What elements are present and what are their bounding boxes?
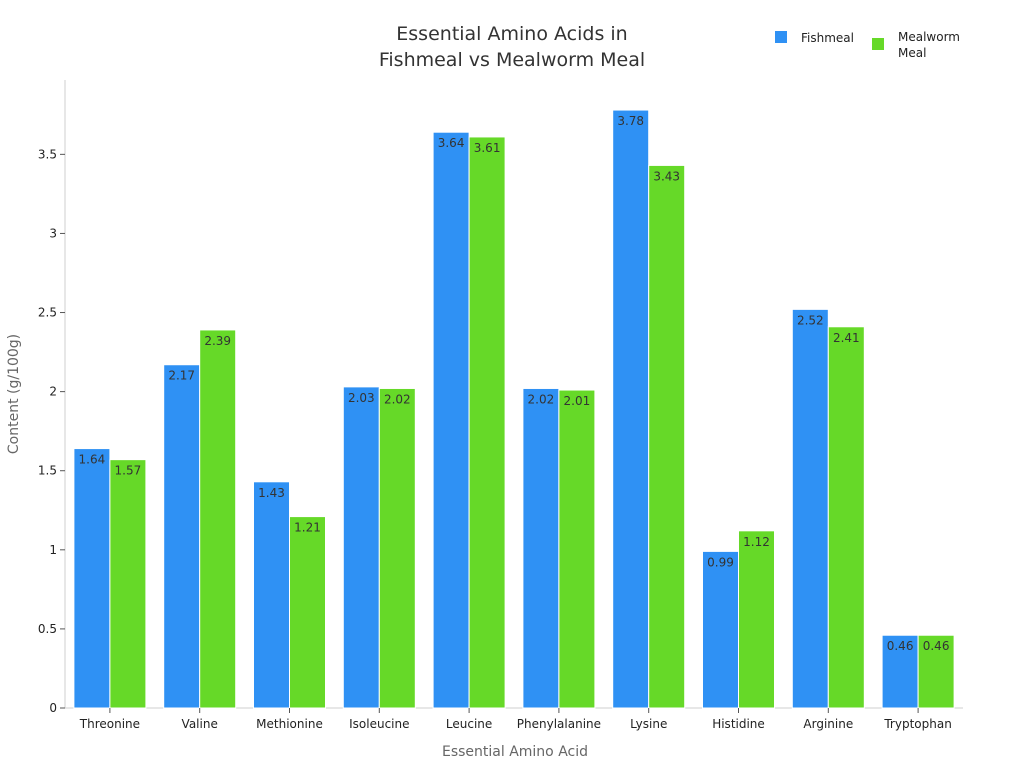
y-tick-label: 0.5	[38, 622, 57, 636]
x-tick-label: Isoleucine	[349, 717, 409, 731]
x-tick-label: Histidine	[712, 717, 765, 731]
x-tick-label: Valine	[182, 717, 218, 731]
bar-value-label: 2.02	[384, 392, 411, 406]
bar-phenylalanine-mealworm-meal	[558, 389, 596, 709]
bar-value-label: 1.57	[115, 464, 142, 478]
bar-value-label: 2.41	[833, 331, 860, 345]
bar-value-label: 2.52	[797, 313, 824, 327]
bar-valine-mealworm-meal	[199, 329, 237, 709]
x-tick-label: Arginine	[803, 717, 853, 731]
bar-tryptophan-mealworm-meal	[917, 634, 955, 709]
legend-swatch-fishmeal	[775, 31, 787, 43]
bar-threonine-fishmeal	[73, 448, 111, 709]
y-tick-label: 3.5	[38, 147, 57, 161]
legend-label-mealworm-line-1: Mealworm	[898, 30, 960, 44]
x-tick-label: Lysine	[630, 717, 667, 731]
bar-value-label: 2.03	[348, 391, 375, 405]
legend-label-fishmeal: Fishmeal	[801, 31, 854, 45]
y-tick-label: 2	[49, 385, 57, 399]
bar-valine-fishmeal	[163, 364, 201, 709]
bar-value-label: 2.17	[168, 369, 195, 383]
bar-isoleucine-mealworm-meal	[378, 387, 416, 709]
bar-value-label: 3.64	[438, 136, 465, 150]
bar-methionine-mealworm-meal	[289, 516, 326, 709]
x-tick-label: Methionine	[256, 717, 323, 731]
x-tick-label: Leucine	[446, 717, 492, 731]
bar-value-label: 2.02	[528, 392, 555, 406]
bar-phenylalanine-fishmeal	[522, 387, 560, 709]
plot-area: 0 0.5 1 1.5 2 2.5 3 3.5 1.64 1.57 Threonine 2.17 2.3…	[38, 80, 963, 731]
bar-arginine-mealworm-meal	[827, 326, 865, 709]
bar-value-label: 1.12	[743, 535, 770, 549]
chart-title: Essential Amino Acids in Fishmeal vs Mea…	[379, 23, 645, 71]
bar-value-label: 1.64	[79, 453, 106, 467]
x-tick-label: Phenylalanine	[517, 717, 601, 731]
bar-value-label: 0.46	[923, 639, 950, 653]
bar-lysine-fishmeal	[612, 109, 650, 709]
y-tick-label: 1	[49, 543, 57, 557]
bar-lysine-mealworm-meal	[648, 164, 686, 709]
bar-value-label: 1.43	[258, 486, 285, 500]
bar-value-label: 0.99	[707, 555, 734, 569]
x-tick-label: Threonine	[79, 717, 140, 731]
bar-leucine-mealworm-meal	[468, 136, 506, 709]
bar-leucine-fishmeal	[432, 131, 470, 709]
legend-label-mealworm-line-2: Meal	[898, 46, 926, 60]
bar-value-label: 2.01	[564, 394, 591, 408]
bar-value-label: 2.39	[204, 334, 231, 348]
bar-value-label: 3.78	[617, 114, 644, 128]
bar-isoleucine-fishmeal	[342, 386, 380, 709]
y-tick-label: 2.5	[38, 306, 57, 320]
bar-value-label: 3.61	[474, 141, 501, 155]
x-axis-title: Essential Amino Acid	[442, 744, 588, 760]
chart-title-line-1: Essential Amino Acids in	[396, 23, 627, 45]
bar-tryptophan-fishmeal	[881, 634, 919, 709]
legend-swatch-mealworm-meal	[872, 38, 884, 50]
bar-arginine-fishmeal	[791, 308, 829, 709]
x-tick-label: Tryptophan	[883, 717, 951, 731]
chart-title-line-2: Fishmeal vs Mealworm Meal	[379, 49, 645, 71]
bar-histidine-mealworm-meal	[738, 530, 775, 709]
y-axis-title: Content (g/100g)	[6, 334, 22, 454]
bar-value-label: 1.21	[294, 521, 321, 535]
legend: Fishmeal Mealworm Meal	[775, 30, 960, 60]
bar-histidine-fishmeal	[702, 550, 739, 709]
bar-value-label: 0.46	[887, 639, 914, 653]
bar-methionine-fishmeal	[253, 481, 290, 709]
bar-threonine-mealworm-meal	[109, 459, 147, 709]
bar-value-label: 3.43	[653, 169, 680, 183]
y-tick-label: 3	[49, 226, 57, 240]
y-tick-label: 1.5	[38, 464, 57, 478]
y-tick-label: 0	[49, 701, 57, 715]
